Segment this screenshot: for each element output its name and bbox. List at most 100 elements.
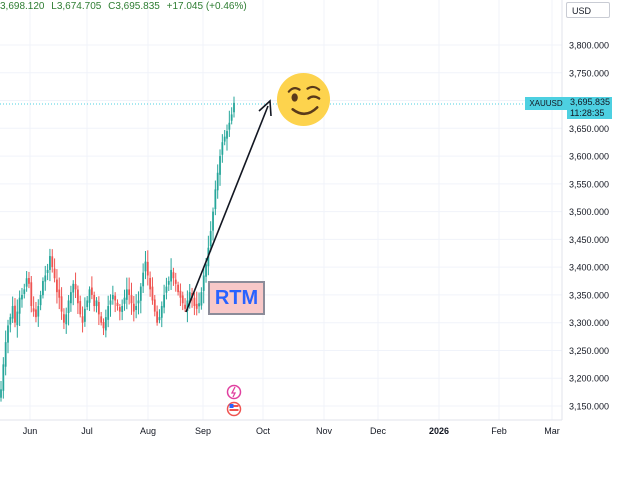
price-tick-label: 3,750.000 [569, 68, 609, 78]
candle [51, 249, 54, 273]
candle [25, 271, 28, 292]
candle [165, 277, 168, 300]
candle [95, 297, 98, 313]
low-value: L3,674.705 [51, 1, 102, 12]
candle [46, 263, 49, 281]
candle [223, 130, 226, 146]
change-value: +17.045 (+0.46%) [166, 1, 247, 12]
candle [128, 277, 131, 305]
candle [74, 272, 77, 299]
price-tick-label: 3,450.000 [569, 235, 609, 245]
candle [214, 180, 217, 216]
candle [35, 301, 37, 323]
dividend-event-icon [226, 384, 242, 400]
candle [226, 124, 228, 151]
time-axis: Jun Jul Aug Sep Oct Nov Dec 2026 Feb Mar [23, 426, 560, 436]
candle [104, 309, 107, 338]
candle [83, 297, 86, 327]
time-tick-label: Mar [544, 426, 560, 436]
price-tick-label: 3,300.000 [569, 318, 609, 328]
candle [200, 287, 203, 310]
time-tick-label: Oct [256, 426, 271, 436]
candle [56, 269, 58, 304]
candle [158, 309, 161, 324]
candle [167, 276, 170, 291]
candle [156, 305, 159, 326]
candle [18, 290, 21, 327]
candle [97, 296, 100, 326]
candle [116, 299, 119, 311]
candle [37, 299, 40, 327]
candle [88, 286, 91, 311]
price-tick-label: 3,150.000 [569, 402, 609, 412]
candle [21, 287, 23, 308]
candle [49, 248, 51, 282]
candle [230, 107, 233, 125]
candle [11, 296, 14, 323]
candle [195, 291, 198, 316]
price-tick-label: 3,250.000 [569, 346, 609, 356]
price-tick-label: 3,200.000 [569, 374, 609, 384]
ohlc-header: 3,698.120 L3,674.705 C3,695.835 +17.045 … [0, 1, 251, 12]
candle [90, 276, 93, 300]
time-tick-label: Aug [140, 426, 156, 436]
candle [174, 272, 177, 292]
candle [93, 291, 96, 312]
candle [123, 289, 126, 311]
bar-countdown: 11:28:35 [570, 108, 605, 118]
candle [107, 295, 110, 328]
candle [72, 280, 75, 306]
candle [163, 284, 165, 314]
candle [216, 164, 219, 199]
candlestick-series [0, 96, 235, 402]
candle [184, 298, 186, 312]
rtm-annotation-box[interactable]: RTM [208, 281, 265, 315]
candle [16, 299, 19, 338]
candle [9, 313, 12, 333]
candle [153, 295, 156, 317]
candle [44, 265, 47, 291]
price-tick-label: 3,350.000 [569, 290, 609, 300]
time-tick-label: Sep [195, 426, 211, 436]
candle [39, 290, 42, 311]
candle [202, 266, 205, 304]
candle [132, 295, 135, 322]
symbol-price-tag: XAUUSD [525, 97, 567, 110]
candle [111, 285, 114, 305]
close-value: C3,695.835 [108, 1, 160, 12]
winking-face-emoji-icon[interactable] [276, 72, 331, 127]
candle [0, 380, 2, 402]
last-price-tag: 3,695.835 11:28:35 [567, 97, 612, 119]
time-tick-label: Jul [81, 426, 93, 436]
candle [79, 295, 82, 318]
time-tick-label: Feb [491, 426, 507, 436]
candle [149, 271, 152, 297]
candle [198, 292, 200, 314]
price-tick-label: 3,550.000 [569, 179, 609, 189]
candle [177, 281, 179, 296]
candle [144, 251, 147, 280]
candle [221, 134, 224, 163]
candle [63, 308, 65, 330]
candle [67, 295, 70, 326]
candle [58, 277, 61, 310]
candle [114, 292, 117, 313]
price-tick-label: 3,500.000 [569, 207, 609, 217]
last-price-value: 3,695.835 [570, 97, 611, 107]
candle [7, 319, 9, 354]
candle [125, 277, 128, 310]
time-tick-label: Dec [370, 426, 387, 436]
price-tick-label: 3,600.000 [569, 152, 609, 162]
candle [228, 110, 231, 137]
price-tick-label: 3,800.000 [569, 41, 609, 51]
candle [179, 283, 182, 307]
candle [65, 307, 68, 334]
candle [160, 301, 163, 328]
trend-arrow[interactable] [185, 99, 272, 313]
price-tick-label: 3,400.000 [569, 263, 609, 273]
time-tick-label: Jun [23, 426, 38, 436]
currency-selector[interactable]: USD [566, 2, 610, 18]
candle [2, 357, 5, 399]
candle [212, 207, 214, 241]
